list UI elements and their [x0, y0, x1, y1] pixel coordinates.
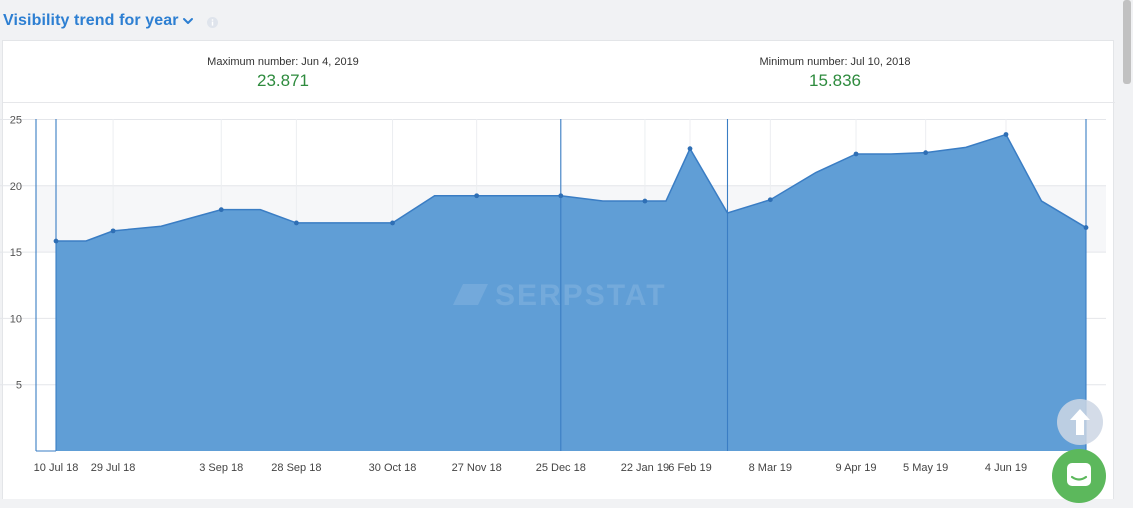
serpstat-watermark: SERPSTAT [495, 279, 667, 312]
visibility-chart: SERPSTAT 5 10 15 20 25 10 Jul 18 29 Jul 18 3 Sep… [0, 115, 1106, 474]
data-point[interactable] [110, 228, 116, 234]
x-tick-label: 29 Jul 18 [91, 462, 136, 474]
data-point[interactable] [293, 220, 299, 226]
series-line [55, 133, 1087, 242]
stats-row: Maximum number: Jun 4, 2019 23.871 Minim… [3, 41, 1115, 103]
arrow-up-icon [1070, 409, 1090, 435]
min-stat: Minimum number: Jul 10, 2018 15.836 [705, 56, 965, 92]
data-point[interactable] [1083, 225, 1089, 230]
data-point[interactable] [853, 151, 859, 157]
y-tick-label: 20 [10, 181, 22, 193]
data-point[interactable] [218, 207, 224, 213]
x-tick-label: 30 Oct 18 [369, 462, 417, 474]
data-point[interactable] [642, 198, 648, 204]
y-tick-label: 10 [10, 313, 22, 325]
chat-button[interactable] [1052, 449, 1106, 503]
widget-title[interactable]: Visibility trend for year [3, 12, 179, 29]
data-point[interactable] [1003, 132, 1009, 137]
data-point[interactable] [558, 193, 564, 199]
y-tick-label: 5 [16, 380, 22, 392]
max-stat-label: Maximum number: Jun 4, 2019 [207, 56, 359, 68]
page-scrollbar[interactable] [1121, 0, 1133, 499]
x-tick-label: 10 Jul 18 [34, 462, 79, 474]
x-tick-label: 22 Jan 19 [621, 462, 669, 474]
series-area [56, 134, 1086, 452]
data-point[interactable] [390, 220, 395, 226]
min-stat-value: 15.836 [809, 71, 861, 90]
x-tick-label: 9 Apr 19 [836, 462, 877, 474]
x-tick-label: 28 Sep 18 [271, 462, 321, 474]
x-tick-label: 8 Mar 19 [749, 462, 792, 474]
x-tick-label: 4 Jun 19 [985, 462, 1027, 474]
x-tick-label: 3 Sep 18 [199, 462, 243, 474]
x-tick-label: 6 Feb 19 [668, 462, 711, 474]
y-tick-label: 15 [10, 247, 22, 259]
widget-header: Visibility trend for year [0, 0, 1133, 40]
max-stat: Maximum number: Jun 4, 2019 23.871 [153, 56, 413, 92]
scrollbar-thumb[interactable] [1123, 0, 1131, 84]
data-point[interactable] [767, 197, 773, 203]
chevron-down-icon[interactable] [182, 15, 194, 27]
x-tick-label: 27 Nov 18 [452, 462, 502, 474]
data-point[interactable] [474, 193, 480, 199]
min-stat-label: Minimum number: Jul 10, 2018 [759, 56, 911, 68]
max-stat-value: 23.871 [257, 71, 309, 90]
data-point[interactable] [687, 146, 693, 152]
data-point[interactable] [923, 150, 929, 156]
serpstat-watermark-icon [453, 284, 488, 305]
scroll-top-button[interactable] [1057, 399, 1103, 445]
x-tick-label: 25 Dec 18 [536, 462, 586, 474]
data-point[interactable] [53, 238, 59, 244]
info-icon[interactable] [207, 17, 218, 28]
chat-icon [1067, 463, 1091, 486]
x-tick-label: 5 May 19 [903, 462, 948, 474]
y-tick-label: 25 [10, 115, 22, 127]
